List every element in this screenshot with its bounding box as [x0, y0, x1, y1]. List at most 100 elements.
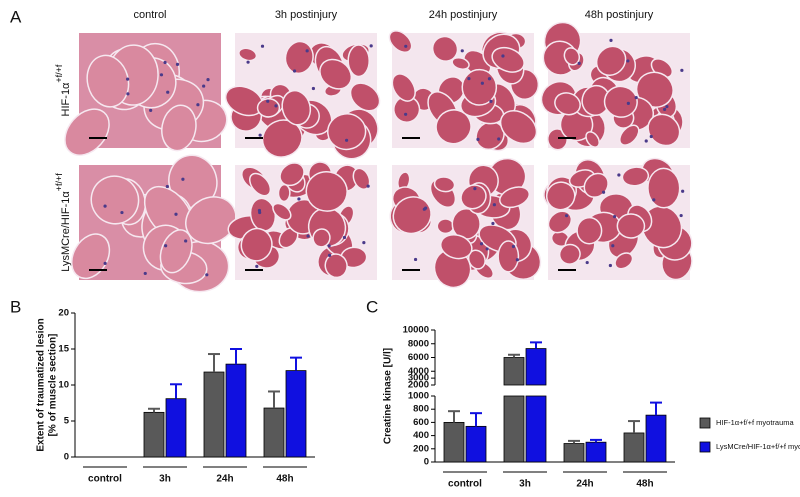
y-axis-label: Creatine kinase [U/l]: [383, 348, 394, 444]
nucleus: [297, 197, 301, 201]
panel-label: A: [10, 7, 22, 26]
row-label-text: HIF-1α: [60, 82, 72, 117]
bar: [585, 441, 607, 463]
y-tick-label: 0: [424, 457, 429, 468]
nucleus: [577, 61, 581, 66]
nucleus: [460, 49, 464, 53]
nucleus: [652, 198, 656, 202]
legend-swatch: [699, 441, 711, 453]
nucleus: [163, 60, 167, 65]
histology-image: [227, 161, 377, 280]
legend-label: HIF-1α+f/+f myotrauma: [716, 418, 795, 427]
nucleus: [611, 244, 615, 248]
nucleus: [143, 271, 147, 276]
bar: [645, 414, 667, 463]
nucleus: [487, 77, 492, 81]
column-header: 3h postinjury: [275, 9, 338, 21]
y-tick-label: 8000: [408, 338, 429, 349]
y-tick-label: 800: [413, 404, 429, 415]
bar: [203, 371, 225, 458]
nucleus: [292, 69, 297, 73]
nucleus: [626, 101, 630, 105]
nucleus: [634, 95, 638, 100]
x-tick-label: control: [448, 479, 482, 490]
y-tick-label: 2000: [408, 380, 429, 391]
nucleus: [617, 173, 621, 177]
nucleus: [196, 103, 200, 107]
fiber: [319, 58, 353, 90]
y-tick-label: 15: [58, 344, 69, 355]
nucleus: [164, 244, 168, 248]
bar-lower: [503, 395, 525, 463]
nucleus: [369, 44, 373, 48]
x-tick-label: 24h: [216, 474, 233, 485]
fiber: [327, 113, 367, 151]
fiber: [491, 46, 525, 73]
nucleus: [608, 263, 612, 268]
fiber: [621, 166, 650, 187]
histology-image: [543, 157, 693, 281]
nucleus: [258, 210, 262, 215]
fiber: [554, 92, 581, 116]
fiber: [249, 172, 272, 197]
panel-label: B: [10, 297, 21, 316]
nucleus: [681, 189, 685, 193]
histology-image: [64, 33, 228, 156]
x-tick-label: 24h: [576, 479, 593, 490]
nucleus: [260, 44, 265, 48]
nucleus: [601, 190, 606, 194]
nucleus: [680, 68, 684, 72]
nucleus: [476, 137, 480, 141]
fiber: [460, 184, 487, 210]
y-tick-label: 4000: [408, 366, 429, 377]
fiber: [576, 216, 603, 245]
nucleus: [206, 78, 210, 82]
fiber: [436, 218, 455, 235]
fiber: [647, 167, 681, 209]
nucleus: [479, 242, 484, 246]
nucleus: [181, 177, 185, 181]
nucleus: [473, 186, 477, 191]
nucleus: [497, 137, 501, 141]
nucleus: [311, 86, 316, 91]
fiber: [499, 186, 530, 209]
column-header: control: [133, 9, 166, 21]
fiber: [558, 243, 581, 265]
x-tick-label: 3h: [519, 479, 531, 490]
fiber: [256, 98, 281, 118]
column-header: 24h postinjury: [429, 9, 498, 21]
x-tick-label: 3h: [159, 474, 171, 485]
nucleus: [305, 49, 309, 53]
y-tick-label: 600: [413, 417, 429, 428]
row-label-text: LysMCre/HIF-1α: [60, 191, 72, 272]
fiber: [431, 35, 459, 62]
nucleus: [126, 77, 130, 81]
legend-label: LysMCre/HIF-1α+f/+f myotrauma: [716, 442, 800, 451]
fiber: [284, 40, 314, 75]
bar-upper: [503, 357, 525, 386]
x-tick-label: 48h: [276, 474, 293, 485]
row-label-sup: +f/+f: [54, 64, 64, 83]
nucleus: [480, 81, 484, 85]
nucleus: [103, 261, 107, 265]
nucleus: [424, 206, 428, 210]
nucleus: [489, 99, 493, 103]
nucleus: [175, 62, 180, 66]
bar: [143, 411, 165, 458]
nucleus: [665, 104, 669, 109]
nucleus: [327, 244, 331, 248]
bar: [225, 363, 247, 458]
row-label-sup: +f/+f: [54, 173, 64, 192]
nucleus: [612, 215, 617, 219]
nucleus: [342, 235, 347, 240]
nucleus: [413, 257, 418, 262]
nucleus: [585, 260, 589, 265]
histology-image: [224, 33, 381, 160]
nucleus: [644, 139, 648, 143]
fiber: [86, 54, 130, 108]
fiber: [277, 183, 291, 203]
row-label: HIF-1α+f/+f: [54, 64, 72, 116]
fiber: [272, 202, 292, 221]
nucleus: [491, 221, 495, 226]
